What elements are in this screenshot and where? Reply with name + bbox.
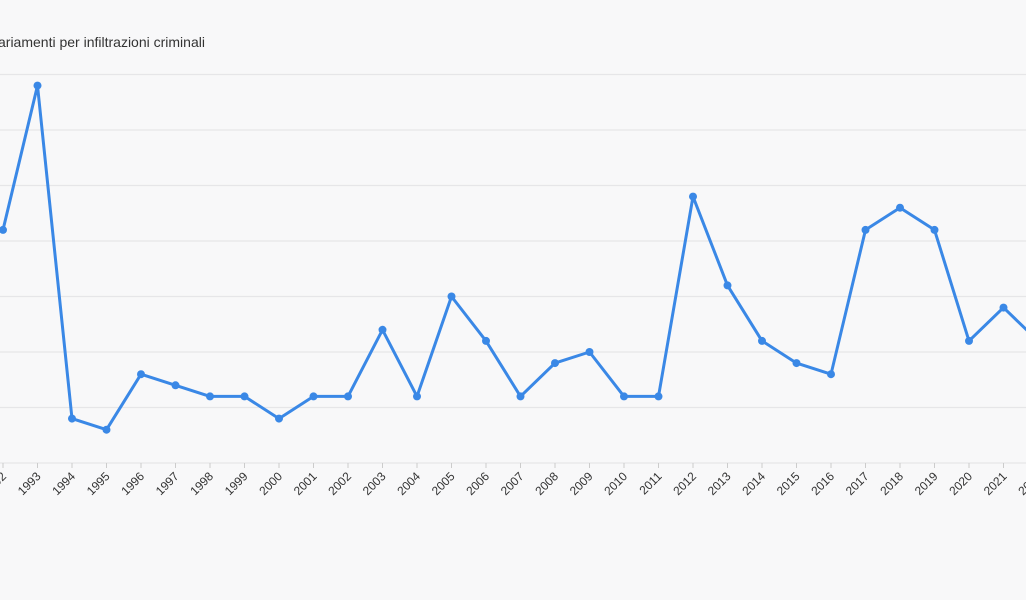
data-point	[275, 414, 283, 423]
chart-title: ariamenti per infiltrazioni criminali	[0, 34, 205, 50]
x-tick-label: 2018	[877, 469, 906, 498]
x-tick-label: 2021	[981, 469, 1010, 498]
data-point	[585, 348, 594, 356]
data-point	[33, 81, 42, 90]
x-tick-label: 2009	[567, 469, 596, 498]
x-tick-label: 1997	[153, 469, 182, 498]
x-tick-label: 2005	[429, 469, 458, 498]
data-point	[551, 359, 559, 368]
data-point	[827, 370, 835, 379]
x-tick-label: 2004	[394, 469, 423, 498]
x-tick-label: 2000	[256, 469, 285, 498]
data-point	[447, 292, 456, 301]
x-tick-label: 1994	[49, 469, 78, 498]
x-tick-label: 2015	[774, 469, 803, 498]
data-point	[758, 336, 766, 345]
x-tick-label: 2002	[325, 469, 354, 498]
x-tick-label: 1995	[84, 469, 113, 498]
data-point	[0, 225, 7, 234]
data-point	[896, 203, 904, 212]
data-point	[68, 414, 76, 423]
x-tick-label: 2010	[601, 469, 630, 498]
x-tick-label: 2008	[532, 469, 561, 498]
data-point	[792, 359, 801, 368]
x-tick-label: 2011	[636, 469, 664, 497]
data-point	[965, 336, 973, 345]
data-point	[171, 381, 180, 390]
data-point	[378, 325, 387, 334]
x-tick-label: 2017	[843, 469, 872, 498]
x-tick-label: 2020	[946, 469, 975, 498]
x-tick-label: 2014	[739, 469, 768, 498]
x-tick-label: 1999	[222, 469, 251, 498]
x-tick-label: 2007	[498, 469, 527, 498]
data-point	[102, 425, 111, 434]
data-point	[689, 192, 697, 201]
x-tick-label: 2022	[1015, 469, 1026, 498]
x-tick-label: 2006	[463, 469, 492, 498]
x-tick-label: 2019	[912, 469, 941, 498]
data-point	[206, 392, 214, 401]
data-point	[344, 392, 352, 401]
x-tick-label: 2001	[291, 469, 320, 498]
data-point	[482, 336, 490, 345]
data-point	[516, 392, 525, 401]
x-tick-label: 2016	[808, 469, 837, 498]
data-line	[1, 84, 1026, 432]
data-point	[620, 392, 628, 401]
x-tick-label: 1992	[0, 469, 9, 498]
data-point	[723, 281, 732, 290]
grid	[0, 73, 1026, 464]
x-tick-label: 1998	[187, 469, 216, 498]
x-tick-label: 2012	[670, 469, 699, 498]
data-point	[930, 225, 939, 234]
x-tick-label: 2013	[705, 469, 734, 498]
data-point	[861, 225, 870, 234]
data-point	[309, 392, 318, 401]
x-tick-label: 1993	[15, 469, 44, 498]
data-point	[240, 392, 249, 401]
data-point	[999, 303, 1008, 312]
x-tick-label: 2003	[360, 469, 389, 498]
data-point	[413, 392, 421, 401]
x-tick-label: 1996	[118, 469, 147, 498]
data-point	[654, 392, 663, 401]
data-point	[137, 370, 145, 379]
